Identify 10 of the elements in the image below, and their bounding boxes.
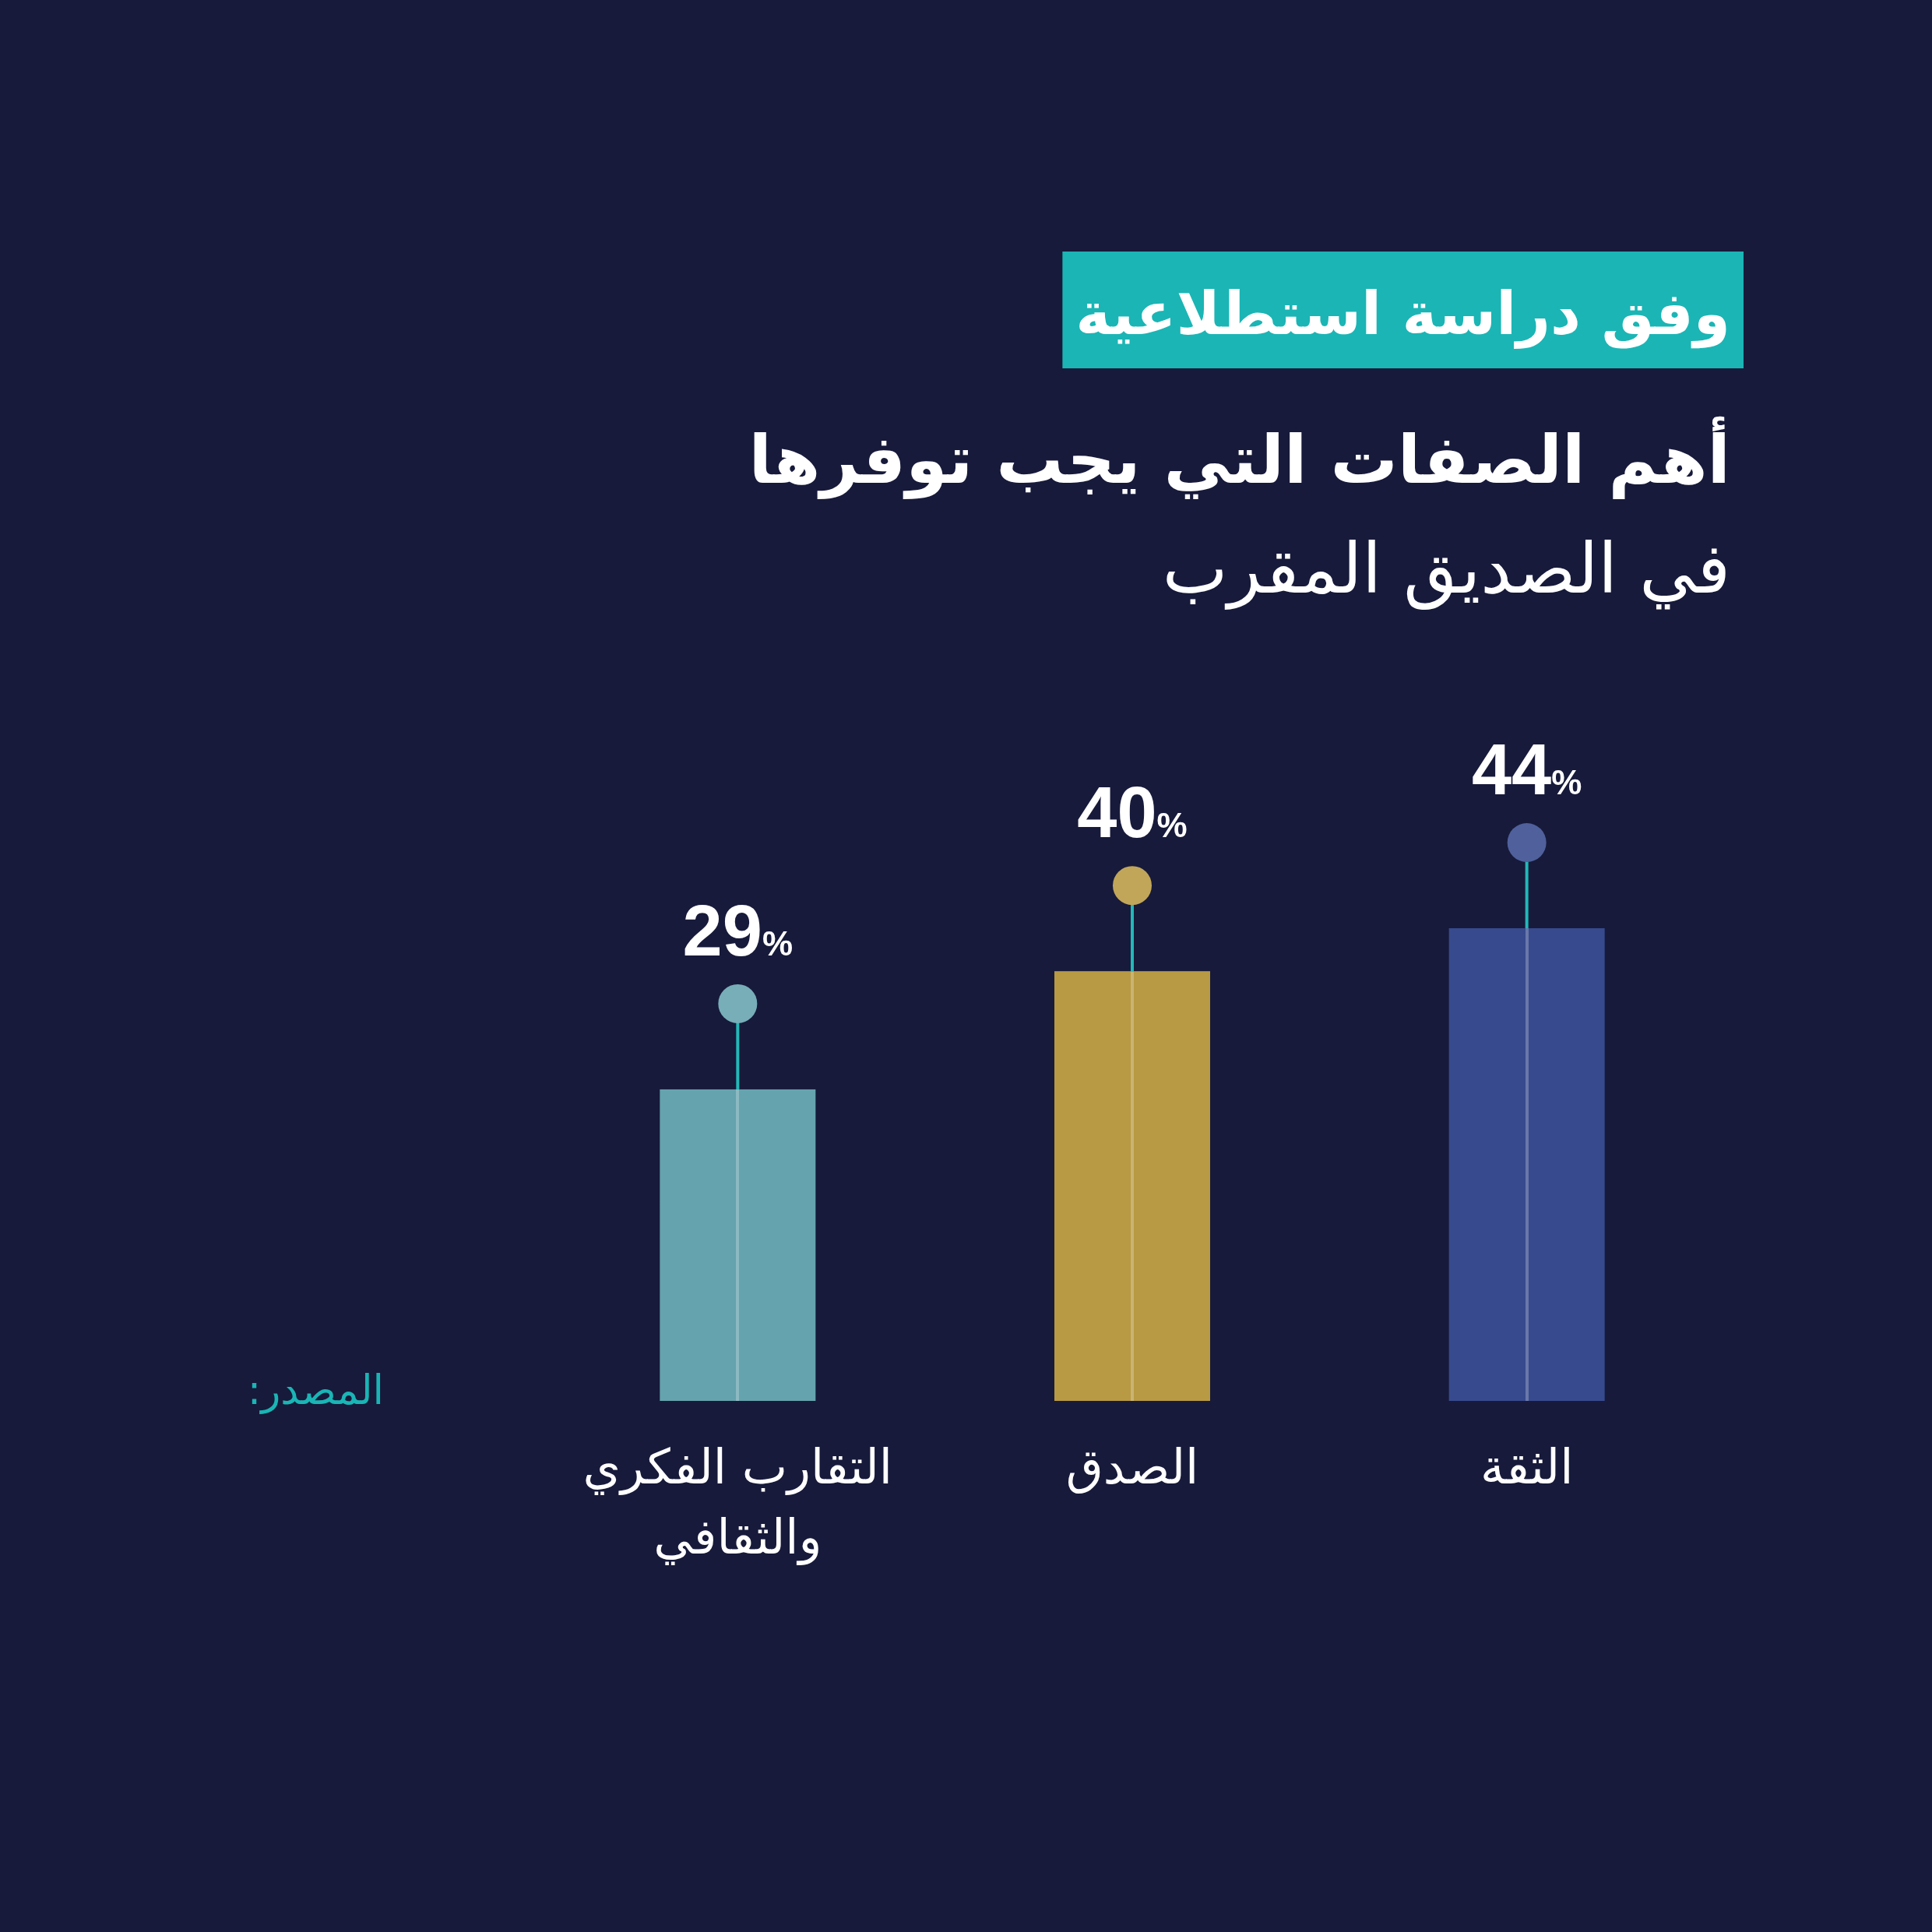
annotation: المصدر: bbox=[247, 1367, 384, 1413]
x-tick-label: الثقة bbox=[1480, 1438, 1574, 1495]
data-label: 40% bbox=[1077, 772, 1188, 853]
data-label: 29% bbox=[682, 890, 794, 970]
annotation-text: وفق دراسة استطلاعية bbox=[1075, 279, 1730, 348]
x-tick-label: الصدق bbox=[1065, 1438, 1199, 1495]
data-label: 44% bbox=[1471, 730, 1582, 809]
title: أهم الصفات التي يجب توفرها bbox=[748, 393, 1730, 505]
x-tick-label: التقارب الفكري والثقافي bbox=[582, 1438, 893, 1565]
subtitle: في الصديق المقرب bbox=[1162, 527, 1730, 611]
